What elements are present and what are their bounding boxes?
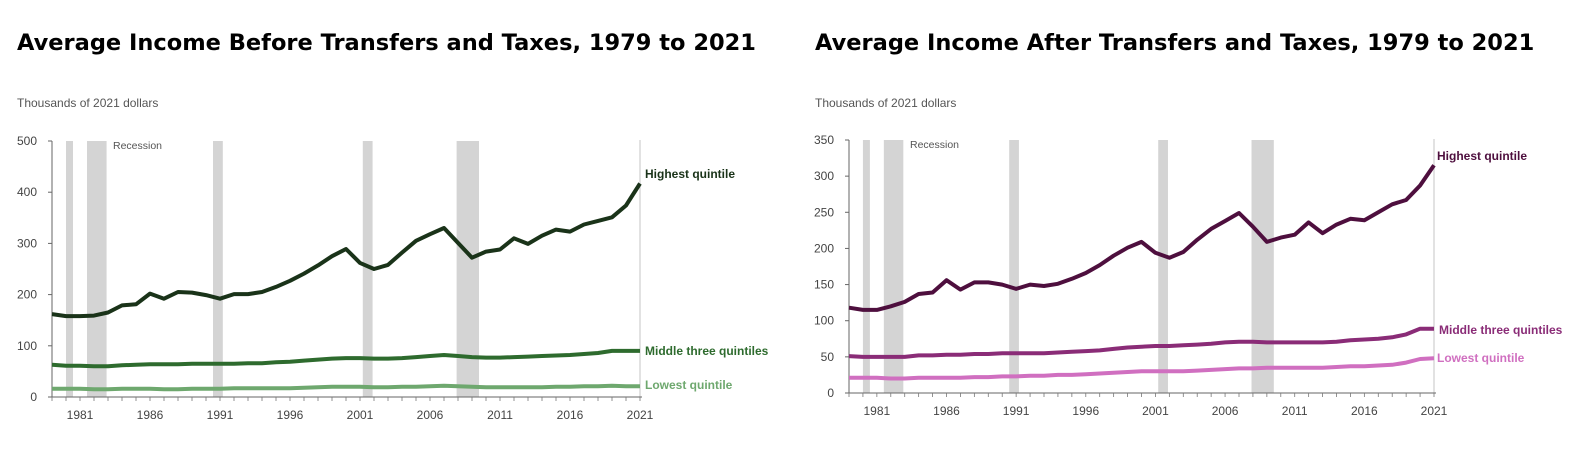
- y-tick-label: 300: [814, 169, 834, 183]
- recession-band: [883, 140, 904, 393]
- y-tick-label: 250: [814, 205, 834, 219]
- x-tick-label: 1981: [67, 408, 94, 422]
- series-line-middle-three-quintiles: [51, 348, 640, 369]
- recession-label: Recession: [910, 139, 959, 151]
- chart-panel-before: Average Income Before Transfers and Taxe…: [17, 30, 769, 422]
- x-tick-label: 2021: [627, 408, 654, 422]
- series-label: Highest quintile: [1437, 149, 1527, 163]
- x-tick-label: 2011: [1282, 404, 1308, 418]
- chart-title: Average Income After Transfers and Taxes…: [815, 30, 1535, 56]
- x-tick-label: 1991: [1003, 404, 1030, 418]
- y-tick-label: 50: [821, 350, 835, 364]
- series-label: Lowest quintile: [645, 378, 733, 392]
- x-tick-label: 2006: [417, 408, 444, 422]
- recession-band: [862, 140, 870, 393]
- x-tick-label: 1996: [277, 408, 304, 422]
- chart-title: Average Income Before Transfers and Taxe…: [17, 30, 756, 56]
- series-line-highest-quintile: [51, 182, 642, 319]
- series-label: Middle three quintiles: [645, 344, 769, 358]
- chart-plot-after: Recession 0 50 100 150 200 250 300 350 1981 1986 19…: [814, 133, 1563, 418]
- x-tick-label: 1991: [207, 408, 234, 422]
- y-tick-label: 0: [30, 390, 37, 404]
- series-label: Middle three quintiles: [1439, 323, 1563, 337]
- recession-band: [66, 141, 73, 397]
- y-tick-label: 100: [17, 339, 37, 353]
- series-line-middle-three-quintiles: [848, 326, 1434, 359]
- y-tick-label: 500: [17, 134, 37, 148]
- x-tick-label: 1986: [933, 404, 960, 418]
- recession-band: [1158, 140, 1168, 393]
- recession-band: [87, 141, 107, 397]
- y-tick-label: 200: [814, 241, 834, 255]
- series-line-lowest-quintile: [849, 356, 1435, 381]
- chart-plot-before: Recession 0 100 200 300 400 500 1981 1986 1991 199…: [17, 134, 769, 422]
- x-tick-label: 1981: [864, 404, 891, 418]
- series-label: Highest quintile: [645, 167, 735, 181]
- y-axis-units-label: Thousands of 2021 dollars: [17, 96, 159, 110]
- y-tick-label: 100: [814, 314, 834, 328]
- y-axis-units-label: Thousands of 2021 dollars: [815, 96, 957, 110]
- x-tick-label: 2001: [1142, 404, 1169, 418]
- x-tick-label: 2021: [1421, 404, 1448, 418]
- series-label: Lowest quintile: [1437, 351, 1525, 365]
- x-tick-label: 2006: [1212, 404, 1239, 418]
- series-line-highest-quintile: [848, 164, 1436, 312]
- recession-band: [1009, 140, 1019, 393]
- recession-band: [1251, 140, 1274, 393]
- recession-band: [213, 141, 223, 397]
- series-line-lowest-quintile: [52, 383, 640, 392]
- y-tick-label: 300: [17, 236, 37, 250]
- recession-band: [362, 141, 373, 397]
- x-tick-label: 1986: [137, 408, 164, 422]
- x-tick-label: 2001: [347, 408, 374, 422]
- recession-band: [456, 141, 479, 397]
- x-tick-label: 2016: [1351, 404, 1378, 418]
- x-tick-label: 2011: [487, 408, 513, 422]
- y-tick-label: 150: [814, 278, 834, 292]
- x-tick-label: 1996: [1072, 404, 1099, 418]
- x-tick-label: 2016: [557, 408, 584, 422]
- y-tick-label: 0: [827, 386, 834, 400]
- y-tick-label: 350: [814, 133, 834, 147]
- y-tick-label: 200: [17, 288, 37, 302]
- chart-panel-after: Average Income After Transfers and Taxes…: [797, 0, 1594, 467]
- y-tick-label: 400: [17, 185, 37, 199]
- recession-label: Recession: [113, 140, 162, 152]
